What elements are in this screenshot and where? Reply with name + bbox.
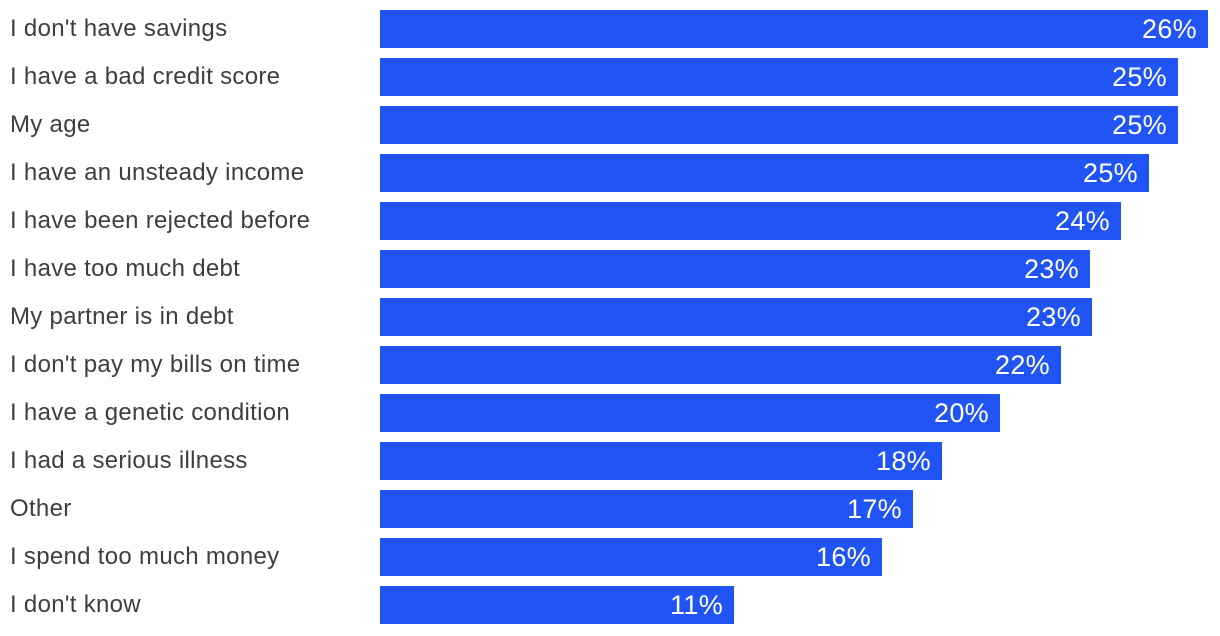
chart-row: My partner is in debt 23% [0, 298, 1220, 336]
chart-row: I have been rejected before 24% [0, 202, 1220, 240]
chart-row: I have a bad credit score 25% [0, 58, 1220, 96]
category-label: I had a serious illness [10, 447, 248, 474]
bar: 24% [380, 202, 1121, 240]
value-label: 26% [1142, 13, 1197, 44]
value-label: 20% [934, 397, 989, 428]
value-label: 23% [1024, 253, 1079, 284]
bar-track: 17% [380, 490, 1220, 528]
bar: 26% [380, 10, 1208, 48]
bar-track: 16% [380, 538, 1220, 576]
bar-track: 24% [380, 202, 1220, 240]
category-label: Other [10, 495, 72, 522]
bar: 18% [380, 442, 942, 480]
bar: 16% [380, 538, 882, 576]
chart-row: I don't pay my bills on time 22% [0, 346, 1220, 384]
value-label: 25% [1112, 61, 1167, 92]
bar: 11% [380, 586, 734, 624]
chart-row: My age 25% [0, 106, 1220, 144]
category-label: I have too much debt [10, 255, 241, 282]
category-label: I don't know [10, 591, 141, 618]
chart-row: I have an unsteady income 25% [0, 154, 1220, 192]
category-label: I have been rejected before [10, 207, 311, 234]
value-label: 11% [670, 589, 723, 620]
bar-track: 22% [380, 346, 1220, 384]
bar-track: 11% [380, 586, 1220, 624]
chart-row: I spend too much money 16% [0, 538, 1220, 576]
bar: 25% [380, 58, 1178, 96]
bar-track: 23% [380, 250, 1220, 288]
bar: 23% [380, 250, 1090, 288]
bar: 17% [380, 490, 913, 528]
chart-row: I don't have savings 26% [0, 10, 1220, 48]
bar-track: 23% [380, 298, 1220, 336]
category-label: I don't pay my bills on time [10, 351, 301, 378]
chart-row: I had a serious illness 18% [0, 442, 1220, 480]
category-label: My age [10, 111, 91, 138]
chart-row: Other 17% [0, 490, 1220, 528]
value-label: 18% [876, 445, 931, 476]
bar-track: 25% [380, 154, 1220, 192]
bar: 25% [380, 106, 1178, 144]
bar-track: 20% [380, 394, 1220, 432]
category-label: I don't have savings [10, 15, 228, 42]
bar-track: 26% [380, 10, 1220, 48]
chart-row: I have a genetic condition 20% [0, 394, 1220, 432]
category-label: I have an unsteady income [10, 159, 305, 186]
value-label: 24% [1055, 205, 1110, 236]
chart-row: I don't know 11% [0, 586, 1220, 624]
value-label: 16% [816, 541, 871, 572]
bar-track: 18% [380, 442, 1220, 480]
chart-row: I have too much debt 23% [0, 250, 1220, 288]
value-label: 25% [1112, 109, 1167, 140]
bar-track: 25% [380, 58, 1220, 96]
value-label: 23% [1026, 301, 1081, 332]
bar: 22% [380, 346, 1061, 384]
bar: 20% [380, 394, 1000, 432]
bar: 25% [380, 154, 1149, 192]
category-label: My partner is in debt [10, 303, 234, 330]
bar-track: 25% [380, 106, 1220, 144]
bar: 23% [380, 298, 1092, 336]
category-label: I have a bad credit score [10, 63, 281, 90]
value-label: 17% [847, 493, 902, 524]
category-label: I spend too much money [10, 543, 280, 570]
value-label: 25% [1083, 157, 1138, 188]
value-label: 22% [995, 349, 1050, 380]
category-label: I have a genetic condition [10, 399, 290, 426]
